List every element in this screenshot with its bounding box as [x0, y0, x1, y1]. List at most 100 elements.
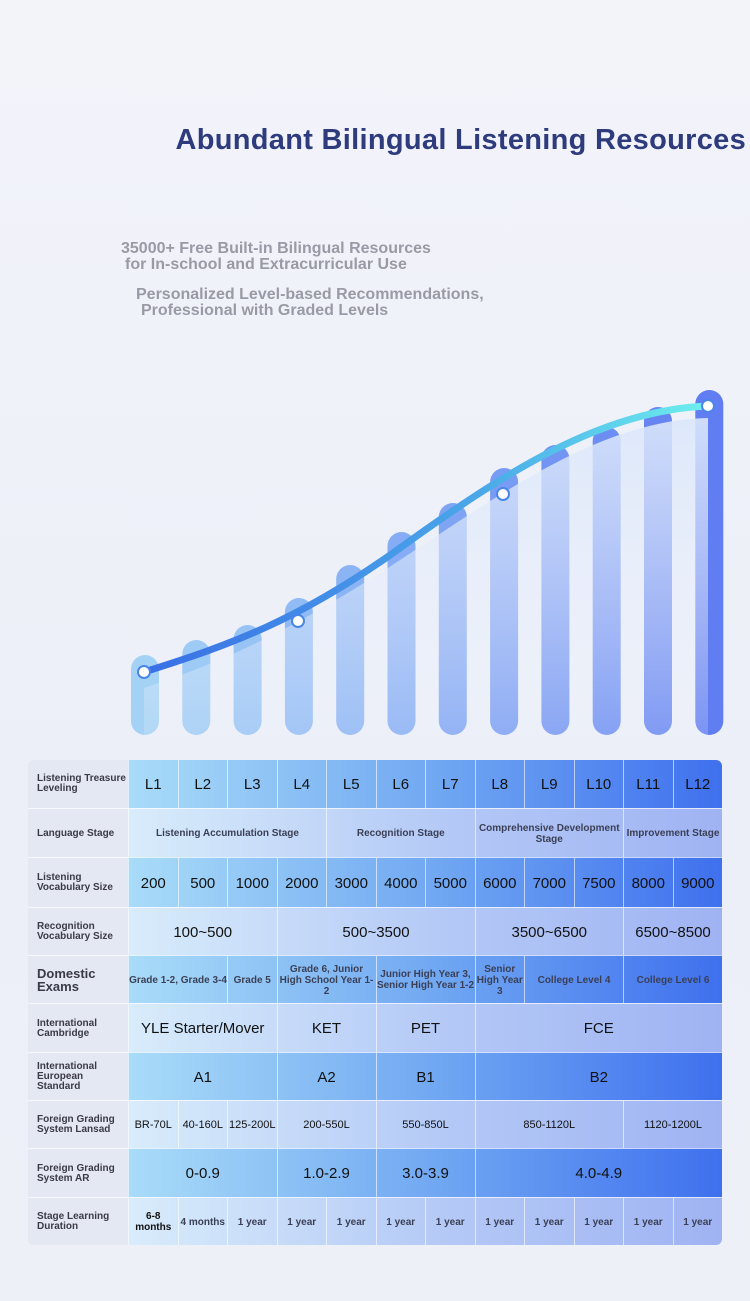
table-cell: 3.0-3.9 [375, 1149, 475, 1198]
feature: 35000+ Free Built-in Bilingual Resources… [121, 241, 431, 273]
table-cell: Listening Accumulation Stage [128, 809, 326, 858]
table-cell: 1 year [425, 1198, 475, 1245]
table-cell: YLE Starter/Mover [128, 1004, 277, 1053]
table-cell: 3500~6500 [474, 908, 624, 956]
table-cell: College Level 6 [623, 956, 722, 1004]
table-cell: A2 [276, 1053, 376, 1101]
row-label: Foreign Grading System Lansad [28, 1101, 128, 1149]
table-cell: Comprehensive Development Stage [474, 809, 624, 858]
table-cell: Recognition Stage [326, 809, 475, 858]
table-row: Recognition Vocabulary Size 100~500 500~35… [28, 907, 722, 956]
table: Listening Treasure Leveling L1 L2 L3 L4 L5 L6 L… [28, 760, 722, 1245]
table-cell: 1120-1200L [623, 1101, 722, 1149]
table-row: Foreign Grading System AR 0-0.9 1.0-2.9 3.0… [28, 1148, 722, 1198]
feature-line: for In-school and Extracurricular Use [125, 256, 407, 273]
row-label: Recognition Vocabulary Size [28, 908, 128, 956]
row-label: International Cambridge [28, 1004, 128, 1053]
table-cell: L6 [375, 760, 426, 808]
table-cell: L10 [573, 760, 624, 808]
table-row: Language Stage Listening Accumulation Sta… [28, 808, 722, 858]
table-cell: Senior High Year 3 [474, 956, 525, 1004]
table-cell: L4 [276, 760, 327, 808]
growth-graphic [131, 390, 724, 735]
table-row: Listening Treasure Leveling L1 L2 L3 L4 L5 L6 L… [28, 760, 722, 808]
table-cell: BR-70L [128, 1101, 178, 1149]
area [144, 418, 708, 735]
table-row: Stage Learning Duration 6-8 months 4 month… [28, 1197, 722, 1245]
table-cell: 3000 [326, 858, 376, 908]
table-cell: L12 [672, 760, 723, 808]
table-cell: B2 [474, 1053, 723, 1101]
table-cell: 2000 [276, 858, 327, 908]
table-cell: Junior High Year 3, Senior High Year 1-2 [375, 956, 475, 1004]
table-cell: 0-0.9 [128, 1149, 277, 1198]
table-cell: 1 year [227, 1198, 277, 1245]
table-cell: L11 [623, 760, 673, 808]
table-cell: 200 [128, 858, 178, 908]
table-row: Listening Vocabulary Size 200 500 1000 2000 3… [28, 857, 722, 908]
table-cell: 6000 [474, 858, 525, 908]
table-cell: PET [375, 1004, 475, 1053]
table-cell: FCE [474, 1004, 723, 1053]
table-cell: 1 year [573, 1198, 624, 1245]
table-cell: 4.0-4.9 [474, 1149, 723, 1198]
table-cell: 8000 [623, 858, 673, 908]
table-cell: 125-200L [227, 1101, 277, 1149]
table-row: Domestic Exams Grade 1-2, Grade 3-4 Grade … [28, 955, 722, 1004]
row-label: Domestic Exams [28, 956, 128, 1004]
table-cell: 4 months [177, 1198, 228, 1245]
table-cell: 1 year [524, 1198, 574, 1245]
row-label: International European Standard [28, 1053, 128, 1101]
table-cell: L8 [474, 760, 525, 808]
table-cell: College Level 4 [524, 956, 623, 1004]
table-cell: 1 year [672, 1198, 723, 1245]
feature: Personalized Level-based Recommendations… [136, 287, 484, 319]
table-cell: KET [276, 1004, 376, 1053]
table-cell: 6-8 months [128, 1198, 178, 1245]
table-cell: 40-160L [177, 1101, 228, 1149]
table-cell: Grade 6, Junior High School Year 1-2 [276, 956, 376, 1004]
table-cell: 1 year [375, 1198, 426, 1245]
table-cell: 5000 [425, 858, 475, 908]
title: Abundant Bilingual Listening Resources [175, 124, 746, 156]
table-cell: 550-850L [375, 1101, 475, 1149]
table-cell: 500~3500 [276, 908, 475, 956]
table-cell: 7000 [524, 858, 574, 908]
table-cell: A1 [128, 1053, 277, 1101]
table-cell: 7500 [573, 858, 624, 908]
row-label: Listening Vocabulary Size [28, 858, 128, 908]
table-cell: Grade 5 [227, 956, 277, 1004]
table-cell: 1 year [474, 1198, 525, 1245]
table-cell: L1 [128, 760, 178, 808]
table-cell: 200-550L [276, 1101, 376, 1149]
dots [137, 399, 715, 679]
table-cell: 1 year [326, 1198, 376, 1245]
table-cell: 1000 [227, 858, 277, 908]
table-cell: 9000 [672, 858, 723, 908]
table-cell: 1 year [276, 1198, 327, 1245]
table-cell: B1 [375, 1053, 475, 1101]
row-label: Language Stage [28, 809, 128, 858]
table-cell: L5 [326, 760, 376, 808]
row-label: Foreign Grading System AR [28, 1149, 128, 1198]
table-cell: L3 [227, 760, 277, 808]
table-row: International Cambridge YLE Starter/Mover… [28, 1003, 722, 1053]
table-cell: 500 [177, 858, 228, 908]
feature-line: Personalized Level-based Recommendations… [136, 286, 484, 303]
table-cell: 4000 [375, 858, 426, 908]
table-row: Foreign Grading System Lansad BR-70L 40-16… [28, 1100, 722, 1149]
table-cell: L9 [524, 760, 574, 808]
table-cell: 1.0-2.9 [276, 1149, 376, 1198]
table-cell: Improvement Stage [623, 809, 722, 858]
row-label: Listening Treasure Leveling [28, 760, 128, 808]
table-cell: 6500~8500 [623, 908, 722, 956]
feature-line: Professional with Graded Levels [141, 302, 389, 319]
curve [140, 402, 712, 676]
table-cell: Grade 1-2, Grade 3-4 [128, 956, 227, 1004]
table-cell: L2 [177, 760, 228, 808]
table-cell: 1 year [623, 1198, 673, 1245]
table-cell: L7 [425, 760, 475, 808]
feature-line: 35000+ Free Built-in Bilingual Resources [121, 240, 431, 257]
table-cell: 100~500 [128, 908, 277, 956]
